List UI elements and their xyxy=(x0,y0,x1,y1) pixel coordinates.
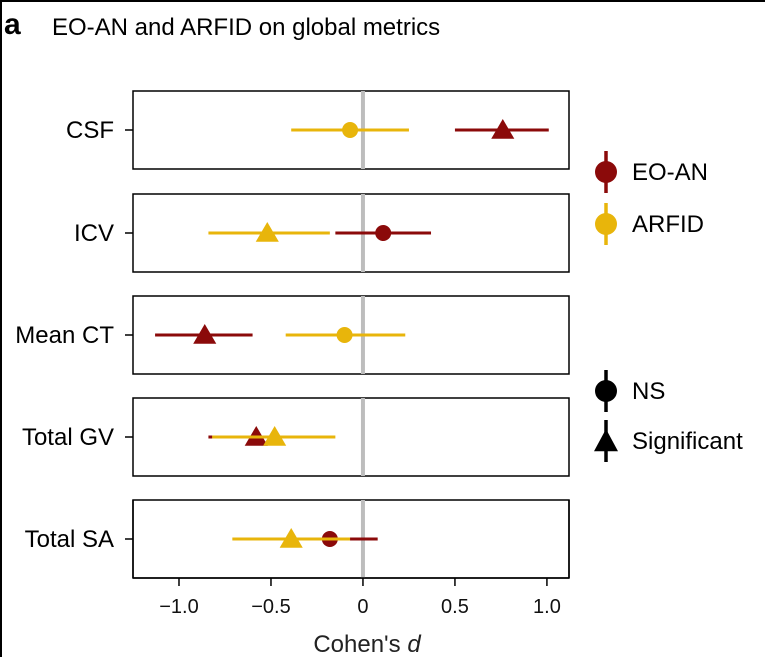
legend-label: ARFID xyxy=(632,211,704,238)
x-tick-label: −1.0 xyxy=(159,596,198,618)
legend-circle-marker xyxy=(595,380,617,402)
significant-triangle-marker xyxy=(491,119,515,139)
point-eoan-icv xyxy=(335,225,432,241)
x-axis-label-text: Cohen's xyxy=(313,631,400,658)
ns-circle-marker xyxy=(375,225,392,241)
category-label: CSF xyxy=(66,117,114,144)
x-axis: −1.0 −0.5 0 0.5 1.0 xyxy=(132,500,570,618)
panel-csf: CSF xyxy=(66,90,570,170)
point-arfid-icv xyxy=(208,222,330,242)
legend-label: EO-AN xyxy=(632,159,708,186)
legend-circle-marker xyxy=(595,213,617,235)
panel-frame xyxy=(132,397,570,477)
significant-triangle-marker xyxy=(279,528,303,548)
point-arfid-total-gv xyxy=(212,426,336,446)
legend-item-ns: NS xyxy=(595,370,665,412)
point-eoan-mean-ct xyxy=(155,324,253,344)
legend: EO-AN ARFID NS Significant xyxy=(594,151,743,462)
significant-triangle-marker xyxy=(193,324,217,344)
panel-mean-ct: Mean CT xyxy=(15,295,570,375)
legend-label: NS xyxy=(632,378,665,405)
significant-triangle-marker xyxy=(263,426,287,446)
significant-triangle-marker xyxy=(255,222,279,242)
panel-total-gv: Total GV xyxy=(22,397,570,477)
category-label: Mean CT xyxy=(15,322,114,349)
legend-item-arfid: ARFID xyxy=(595,203,704,245)
category-label: Total GV xyxy=(22,424,114,451)
ns-circle-marker xyxy=(342,122,359,138)
legend-triangle-marker xyxy=(594,429,618,452)
point-eoan-csf xyxy=(454,119,549,139)
point-arfid-total-sa xyxy=(232,528,351,548)
chart-title: EO-AN and ARFID on global metrics xyxy=(52,14,441,41)
x-tick-label: 1.0 xyxy=(533,596,561,618)
panels-layer: CSF ICV Mean CT Total GV Total SA xyxy=(15,90,570,579)
panel-icv: ICV xyxy=(74,193,570,273)
legend-item-eoan: EO-AN xyxy=(595,151,708,193)
point-arfid-csf xyxy=(291,122,409,138)
panel-letter: a xyxy=(4,8,21,41)
x-axis-label-symbol: d xyxy=(407,631,421,658)
x-tick-label: 0 xyxy=(357,596,368,618)
category-label: Total SA xyxy=(25,526,114,553)
point-arfid-mean-ct xyxy=(285,327,406,343)
legend-circle-marker xyxy=(595,161,617,183)
legend-label: Significant xyxy=(632,428,743,455)
panel-total-sa: Total SA xyxy=(25,499,570,579)
legend-item-significant: Significant xyxy=(594,420,743,462)
category-label: ICV xyxy=(74,220,114,247)
x-tick-label: −0.5 xyxy=(251,596,290,618)
x-tick-label: 0.5 xyxy=(441,596,469,618)
x-axis-label: Cohen's d xyxy=(313,631,421,658)
ns-circle-marker xyxy=(336,327,353,343)
